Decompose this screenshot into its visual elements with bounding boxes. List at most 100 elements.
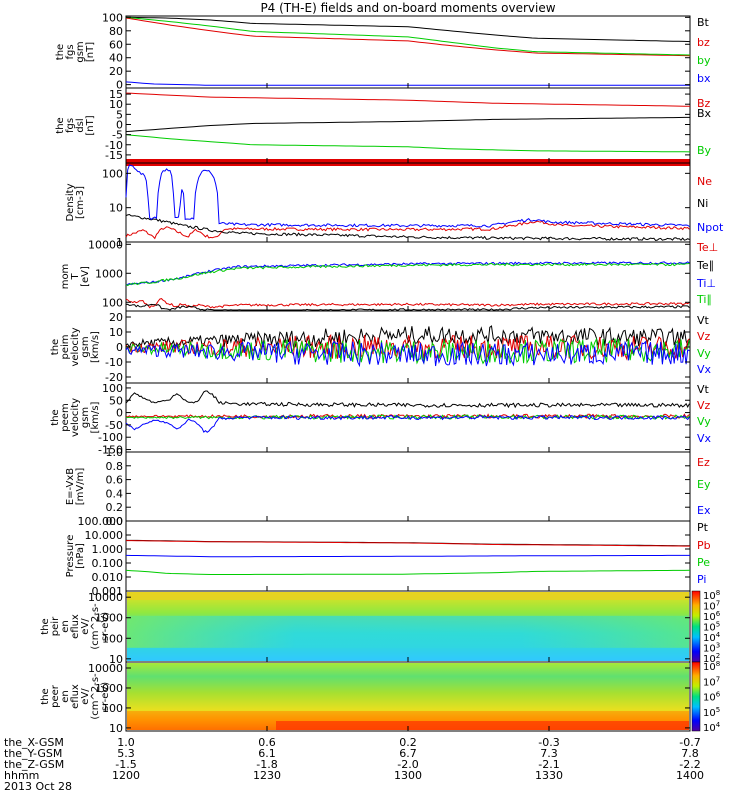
y-axis-label: the peer en eflux eV/(cm^2-s-sr-eV) <box>40 673 111 720</box>
y-tick-label: 80 <box>109 25 123 38</box>
legend-by: by <box>697 54 711 67</box>
series-pressure-Pi <box>125 554 690 558</box>
legend-Bt: Bt <box>697 16 710 29</box>
y-axis-label: Pressure [nPa] <box>65 535 86 578</box>
y-tick-label: 100.000 <box>78 515 124 528</box>
y-axis-label-line: the <box>50 409 61 425</box>
series-density-Npot <box>125 164 690 228</box>
colorbar-tick-label: 108 <box>703 660 720 673</box>
series-density-Ne <box>125 220 690 240</box>
y-axis-label: mom T [eV] <box>60 264 91 290</box>
colorbar-tick-label: 105 <box>703 621 720 634</box>
panel-mom_temp: 10000 1000 100 mom T [eV] Te⊥ Te∥ Ti⊥ Ti∥ <box>60 238 718 312</box>
y-axis-label-line: eV/ <box>80 688 91 705</box>
y-tick-label: 15 <box>109 88 123 101</box>
y-axis-label-line: peir <box>50 616 61 636</box>
series-mom_temp-Te⊥ <box>125 298 690 309</box>
y-tick-label: -10 <box>105 139 123 152</box>
time-row-value: 0.6 <box>258 736 276 749</box>
y-axis-label-line: [km/s] <box>90 331 101 363</box>
y-tick-label: 10.000 <box>85 529 124 542</box>
time-row-value: -2.1 <box>538 758 559 771</box>
y-tick-label: 20 <box>109 65 123 78</box>
time-row-value: -2.0 <box>397 758 418 771</box>
y-tick-label: 1000 <box>95 682 123 695</box>
legend-Ez: Ez <box>697 456 710 469</box>
y-axis-label-line: velocity <box>70 327 81 366</box>
y-axis-label-line: sr-eV) <box>100 612 111 641</box>
page-title: P4 (TH-E) fields and on-board moments ov… <box>260 1 555 15</box>
spectrogram-low-band-2 <box>276 721 689 730</box>
colorbar-tick-label: 107 <box>703 675 720 688</box>
time-row-value: 1200 <box>112 769 140 782</box>
time-row-value: -0.3 <box>538 736 559 749</box>
y-tick-label: 10 <box>109 98 123 111</box>
y-tick-label: 1.000 <box>92 543 124 556</box>
y-axis-label-line: [nT] <box>85 42 96 62</box>
y-tick-label: 0.010 <box>92 571 124 584</box>
y-tick-label: -10 <box>105 356 123 369</box>
y-axis-label-line: Pressure <box>65 535 76 578</box>
legend-Ey: Ey <box>697 478 711 491</box>
y-axis-label: the peim velocity gsm [km/s] <box>50 327 101 366</box>
legend-Pb: Pb <box>697 539 711 552</box>
y-axis-label-line: the <box>40 688 51 704</box>
panel-frame <box>125 241 691 312</box>
y-axis-label-line: peem <box>60 403 71 431</box>
y-axis-label: the peir en eflux eV/(cm^2-s-sr-eV) <box>40 603 111 650</box>
time-row-value: 7.3 <box>540 747 558 760</box>
series-mom_temp-Ti∥ <box>125 262 690 287</box>
y-tick-label: 10 <box>109 202 123 215</box>
y-tick-label: 10 <box>109 326 123 339</box>
time-row-value: 5.3 <box>117 747 135 760</box>
y-axis-label-line: gsm <box>80 336 91 357</box>
time-row-value: 1330 <box>535 769 563 782</box>
time-row-value: 1300 <box>394 769 422 782</box>
legend-Npot: Npot <box>697 221 724 234</box>
legend-Pt: Pt <box>697 521 709 534</box>
time-row-value: -1.5 <box>115 758 136 771</box>
y-axis-label-line: E=-VxB <box>65 468 76 505</box>
y-tick-label: 100 <box>102 11 123 24</box>
y-tick-label: -15 <box>105 149 123 162</box>
y-axis-label-line: sr-eV) <box>100 682 111 711</box>
legend-Vz: Vz <box>697 330 711 343</box>
y-tick-label: -5 <box>112 129 123 142</box>
series-fgs_gsm-bz <box>125 17 691 57</box>
time-row-value: 1230 <box>253 769 281 782</box>
spectrogram-band <box>127 615 689 648</box>
y-tick-label: 100 <box>102 702 123 715</box>
y-axis-label-line: velocity <box>70 398 81 437</box>
legend-Ex: Ex <box>697 504 711 517</box>
y-tick-label: 0 <box>116 79 123 92</box>
y-tick-label: 40 <box>109 52 123 65</box>
time-row-label: the_Y-GSM <box>4 747 62 760</box>
y-axis-label-line: T <box>70 273 81 281</box>
time-row-value: -2.2 <box>679 758 700 771</box>
y-tick-label: 0 <box>116 341 123 354</box>
y-axis-label-line: [cm-3] <box>75 186 86 219</box>
colorbar <box>691 661 701 732</box>
series-fgs_dsl-Bz <box>125 92 690 107</box>
y-tick-label: 0.2 <box>106 501 124 514</box>
date-label: 2013 Oct 28 <box>4 780 72 793</box>
y-tick-label: -20 <box>105 371 123 384</box>
legend-Te⊥: Te⊥ <box>696 241 718 254</box>
series-fgs_dsl-Bx <box>125 116 690 133</box>
time-row-value: 6.1 <box>258 747 276 760</box>
y-axis-label-line: mom <box>60 264 71 290</box>
y-tick-label: 100 <box>102 632 123 645</box>
y-tick-label: 20 <box>109 311 123 324</box>
y-axis-label-line: eV/ <box>80 618 91 635</box>
time-row-label: the_X-GSM <box>4 736 64 749</box>
legend-bx: bx <box>697 72 711 85</box>
legend-Vt: Vt <box>697 314 710 327</box>
y-tick-label: -100 <box>98 431 123 444</box>
y-tick-label: 1000 <box>95 612 123 625</box>
y-tick-label: 10 <box>109 653 123 666</box>
panel-frame <box>125 451 691 522</box>
series-pressure-Pb <box>126 540 690 547</box>
y-tick-label: 10000 <box>88 662 123 675</box>
